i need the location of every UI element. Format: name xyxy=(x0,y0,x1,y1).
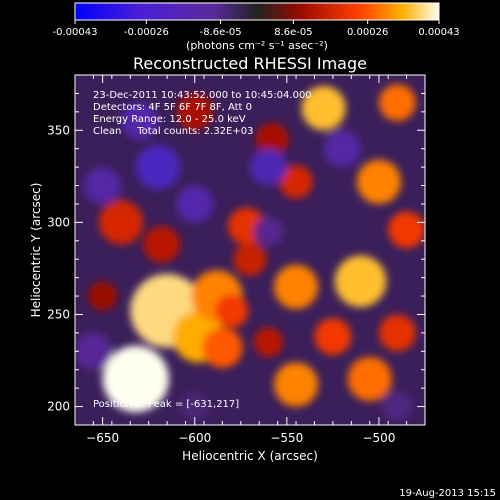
info-annotations: 23-Dec-2011 10:43:52.000 to 10:45:04.000… xyxy=(93,90,312,137)
image-blob xyxy=(378,314,416,352)
image-blob xyxy=(382,391,413,422)
image-blob xyxy=(215,294,249,328)
image-blob xyxy=(279,165,313,199)
axis-ticks: −650 −600 −550 −500 200 250 300 350 xyxy=(47,74,426,445)
plot-frame xyxy=(74,74,426,426)
image-blob xyxy=(378,84,416,122)
y-tick-label: 200 xyxy=(47,400,70,414)
image-blob xyxy=(323,130,361,168)
x-tick-label: −600 xyxy=(178,431,211,445)
image-blob xyxy=(233,242,267,276)
image-blob xyxy=(388,211,425,249)
image-blob xyxy=(347,356,392,402)
image-blobs xyxy=(75,84,425,422)
colorbar-tick-label: 8.6e-05 xyxy=(274,27,312,38)
peak-position-label: Position of Peak = [-631,217] xyxy=(93,399,239,410)
info-line: 23-Dec-2011 10:43:52.000 to 10:45:04.000 xyxy=(93,90,312,101)
image-blob xyxy=(176,93,214,131)
image-blob xyxy=(255,122,289,157)
image-blob xyxy=(202,327,243,368)
image-blob xyxy=(253,216,284,247)
x-tick-label: −550 xyxy=(270,431,303,445)
colorbar-tick-label: 0.00043 xyxy=(418,27,459,38)
image-blob xyxy=(301,86,346,131)
colorbar-tick-label: -0.00043 xyxy=(53,27,98,38)
x-tick-label: −650 xyxy=(86,431,119,445)
image-blob xyxy=(84,167,122,204)
image-blob xyxy=(176,185,214,223)
y-tick-label: 300 xyxy=(47,215,70,229)
colorbar-unit-label: (photons cm⁻² s⁻¹ asec⁻²) xyxy=(186,39,328,52)
image-blob xyxy=(273,362,319,407)
info-line: Clean Total counts: 2.32E+03 xyxy=(93,126,253,137)
chart-title: Reconstructed RHESSI Image xyxy=(133,54,367,73)
y-axis-label: Heliocentric Y (arcsec) xyxy=(29,183,43,318)
image-blob xyxy=(180,391,210,422)
image-blob xyxy=(143,226,180,263)
colorbar-tick-label: -8.6e-05 xyxy=(200,27,242,38)
image-blob xyxy=(334,255,387,308)
colorbar-ticks: -0.00043 -0.00026 -8.6e-05 8.6e-05 0.00026 0.… xyxy=(53,20,460,38)
colorbar-tick-label: -0.00026 xyxy=(124,27,169,38)
image-blob xyxy=(273,264,319,309)
image-blob xyxy=(314,318,352,355)
image-blob xyxy=(98,200,144,245)
info-line: Detectors: 4F 5F 6F 7F 8F, Att 0 xyxy=(93,102,252,113)
x-axis-label: Heliocentric X (arcsec) xyxy=(182,449,318,463)
y-tick-label: 250 xyxy=(47,307,70,321)
y-tick-label: 350 xyxy=(47,123,70,137)
image-blob xyxy=(356,159,402,204)
image-blob xyxy=(135,145,180,190)
footer-date: 19-Aug-2013 15:15 xyxy=(399,488,496,499)
image-blob xyxy=(121,102,158,140)
image-blob xyxy=(87,281,118,311)
x-tick-label: −500 xyxy=(362,431,395,445)
info-line: Energy Range: 12.0 - 25.0 keV xyxy=(93,114,246,125)
image-blob xyxy=(253,327,284,357)
image-blob xyxy=(102,345,169,413)
image-blob xyxy=(75,332,112,370)
colorbar xyxy=(74,2,440,21)
colorbar-tick-label: 0.00026 xyxy=(347,27,388,38)
image-blob xyxy=(250,148,287,186)
